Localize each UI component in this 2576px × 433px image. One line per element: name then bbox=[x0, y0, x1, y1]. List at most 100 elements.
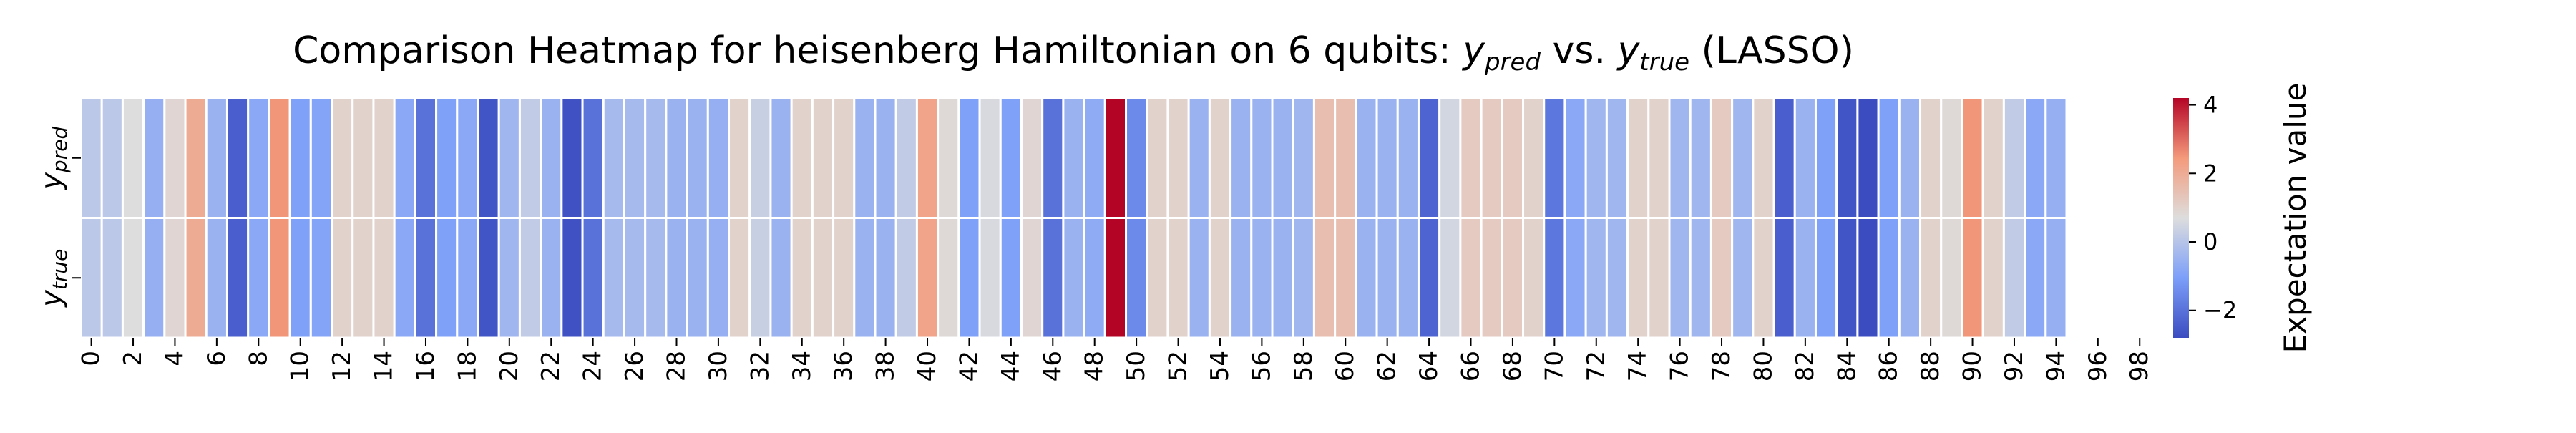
heatmap-cell bbox=[686, 217, 709, 339]
heatmap-cell bbox=[1919, 97, 1943, 219]
heatmap-cell bbox=[957, 97, 981, 219]
heatmap-cell bbox=[477, 217, 500, 339]
heatmap-cell bbox=[163, 217, 187, 339]
heatmap-cell bbox=[309, 217, 333, 339]
x-tick-label: 72 bbox=[1582, 351, 1611, 381]
heatmap-cell bbox=[1961, 217, 1984, 339]
heatmap-cells bbox=[79, 97, 2068, 339]
heatmap-cell bbox=[1480, 217, 1503, 339]
heatmap-cell bbox=[1146, 217, 1169, 339]
x-tick-label: 50 bbox=[1122, 351, 1151, 381]
x-tick-label: 38 bbox=[872, 351, 900, 381]
heatmap-cell bbox=[1501, 217, 1525, 339]
row-label: ytrue bbox=[35, 249, 72, 308]
heatmap-cell bbox=[1334, 97, 1357, 219]
heatmap-cell bbox=[1522, 97, 1546, 219]
heatmap-cell bbox=[247, 217, 270, 339]
heatmap-cell bbox=[456, 97, 479, 219]
row-labels: ypred ytrue bbox=[35, 127, 81, 308]
colorbar-tick-label: −2 bbox=[2203, 297, 2237, 324]
heatmap-cell bbox=[1334, 217, 1357, 339]
heatmap-cell bbox=[1647, 97, 1671, 219]
heatmap-cell bbox=[1417, 97, 1441, 219]
row-label: ypred bbox=[35, 127, 72, 190]
x-tick-label: 48 bbox=[1080, 351, 1109, 381]
heatmap-cell bbox=[1793, 217, 1817, 339]
x-tick-label: 62 bbox=[1373, 351, 1402, 381]
colorbar-tick-label: 2 bbox=[2203, 160, 2218, 187]
heatmap-cell bbox=[1103, 97, 1128, 219]
heatmap-cell bbox=[769, 217, 793, 339]
heatmap-cell bbox=[1605, 217, 1629, 339]
heatmap-cell bbox=[518, 97, 542, 219]
heatmap-cell bbox=[205, 217, 228, 339]
heatmap-cell bbox=[540, 217, 563, 339]
heatmap-cell bbox=[1626, 217, 1650, 339]
heatmap-cell bbox=[1041, 97, 1065, 219]
heatmap-cell bbox=[1271, 97, 1294, 219]
heatmap-cell bbox=[1103, 217, 1128, 339]
heatmap-cell bbox=[1438, 97, 1462, 219]
x-tick-label: 16 bbox=[411, 351, 440, 381]
heatmap-cell bbox=[1689, 217, 1712, 339]
heatmap-cell bbox=[497, 97, 521, 219]
heatmap-cell bbox=[623, 97, 647, 219]
heatmap-cell bbox=[1898, 97, 1922, 219]
x-tick-label: 64 bbox=[1415, 351, 1443, 381]
heatmap-cell bbox=[790, 217, 814, 339]
heatmap-cell bbox=[560, 217, 584, 339]
heatmap-cell bbox=[1772, 217, 1796, 339]
heatmap-cell bbox=[1647, 217, 1671, 339]
x-tick-label: 58 bbox=[1289, 351, 1318, 381]
heatmap-cell bbox=[1375, 97, 1399, 219]
x-tick-label: 20 bbox=[495, 351, 524, 381]
heatmap-cell bbox=[1062, 217, 1085, 339]
heatmap-cell bbox=[1125, 97, 1148, 219]
heatmap-cell bbox=[121, 97, 145, 219]
x-tick-label: 18 bbox=[453, 351, 482, 381]
heatmap-cell bbox=[477, 97, 500, 219]
x-tick-label: 52 bbox=[1164, 351, 1193, 381]
heatmap-cell bbox=[1083, 217, 1106, 339]
heatmap-cell bbox=[1229, 217, 1253, 339]
heatmap-cell bbox=[1752, 217, 1775, 339]
heatmap-cell bbox=[602, 217, 625, 339]
x-tick-label: 34 bbox=[788, 351, 816, 381]
heatmap-cell bbox=[414, 217, 438, 339]
heatmap-cell bbox=[1083, 97, 1106, 219]
x-tick-label: 66 bbox=[1457, 351, 1485, 381]
colorbar-gradient bbox=[2173, 98, 2189, 338]
heatmap-cell bbox=[832, 217, 856, 339]
heatmap-cell bbox=[331, 97, 354, 219]
heatmap-cell bbox=[1250, 217, 1274, 339]
x-tick-label: 42 bbox=[955, 351, 983, 381]
x-tick-label: 22 bbox=[537, 351, 565, 381]
x-tick-label: 24 bbox=[579, 351, 608, 381]
heatmap-cell bbox=[1417, 217, 1441, 339]
heatmap-cell bbox=[706, 97, 731, 219]
heatmap-cell bbox=[518, 217, 542, 339]
heatmap-cell bbox=[351, 217, 375, 339]
x-tick-label: 84 bbox=[1833, 351, 1861, 381]
x-axis-ticks: 0 2 4 6 8 10 12 14 16 18 20 22 24 26 28 30 32 34 36 38 40 42 4… bbox=[77, 338, 2154, 381]
heatmap-cell bbox=[1396, 217, 1420, 339]
heatmap-cell bbox=[205, 97, 228, 219]
heatmap-cell bbox=[435, 217, 459, 339]
heatmap-cell bbox=[853, 97, 877, 219]
x-tick-label: 94 bbox=[2041, 351, 2070, 381]
heatmap-cell bbox=[686, 97, 709, 219]
x-tick-label: 70 bbox=[1540, 351, 1568, 381]
heatmap-cell bbox=[937, 217, 960, 339]
heatmap-cell bbox=[874, 97, 897, 219]
heatmap-cell bbox=[665, 97, 688, 219]
heatmap-cell bbox=[497, 217, 521, 339]
heatmap-cell bbox=[1605, 97, 1629, 219]
heatmap-cell bbox=[435, 97, 459, 219]
colorbar-tick-label: 4 bbox=[2203, 92, 2218, 119]
heatmap-cell bbox=[1689, 97, 1712, 219]
heatmap-cell bbox=[225, 97, 250, 219]
heatmap-cell bbox=[142, 97, 166, 219]
x-tick-label: 32 bbox=[746, 351, 774, 381]
heatmap-cell bbox=[456, 217, 479, 339]
